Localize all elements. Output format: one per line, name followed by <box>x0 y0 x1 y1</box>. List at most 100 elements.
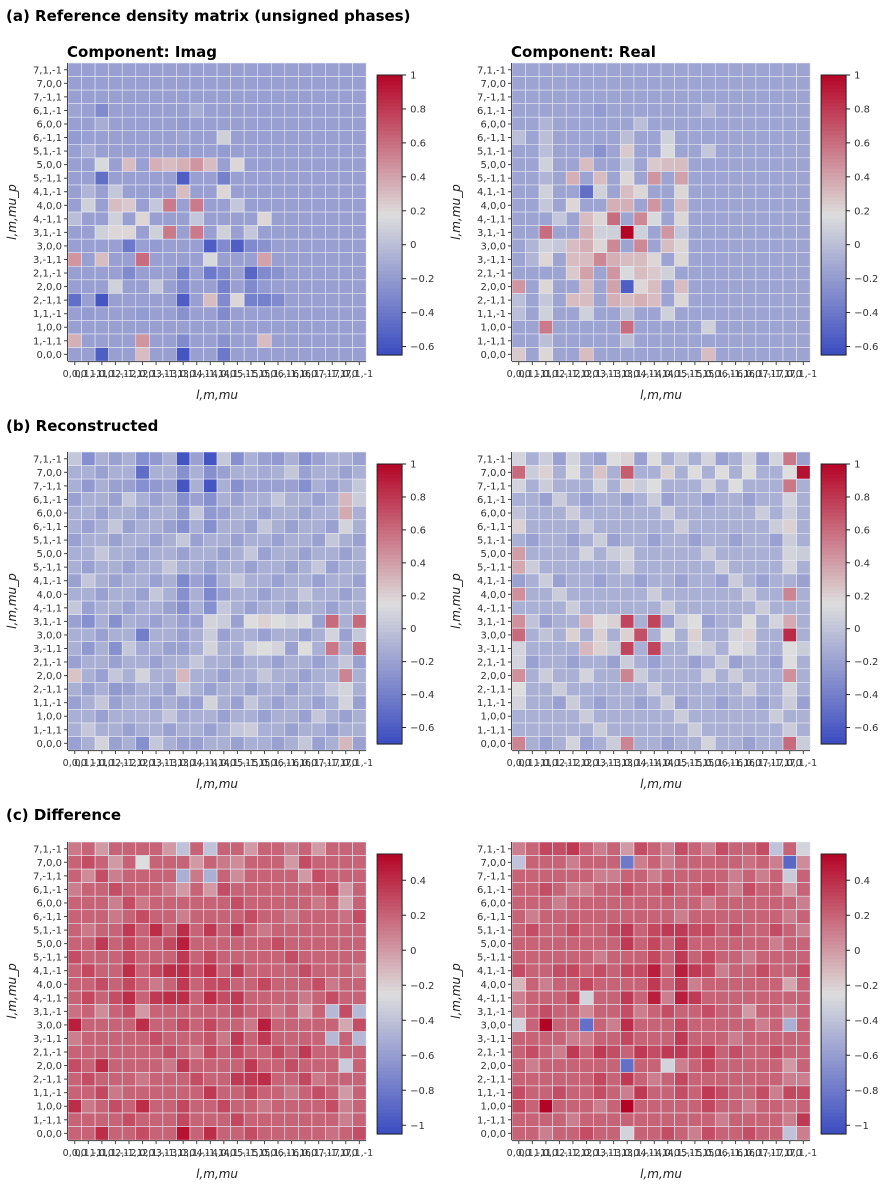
heatmap-cell <box>325 950 340 965</box>
heatmap-cell <box>620 895 635 911</box>
colorbar-segment <box>821 618 847 623</box>
heatmap-cell <box>525 722 540 737</box>
heatmap-cell <box>121 560 137 575</box>
y-tick-label: 6,1,-1 <box>33 106 62 117</box>
colorbar-segment <box>821 1004 847 1009</box>
heatmap-cell <box>311 882 326 897</box>
heatmap-cell <box>538 1031 553 1046</box>
heatmap-cell <box>270 600 286 615</box>
heatmap-cell <box>552 1112 567 1127</box>
heatmap-cell <box>176 171 191 186</box>
heatmap-cell <box>782 1085 797 1100</box>
colorbar-segment <box>821 551 847 556</box>
colorbar-segment <box>377 236 403 241</box>
heatmap-cell <box>592 977 608 992</box>
colorbar-segment <box>821 1043 847 1048</box>
heatmap-cell <box>203 1112 218 1127</box>
heatmap-cell <box>769 198 784 213</box>
colorbar-segment <box>821 857 847 862</box>
heatmap-cell <box>338 1031 353 1046</box>
heatmap-cell <box>162 654 177 670</box>
colorbar-segment <box>377 302 403 307</box>
colorbar-segment <box>821 917 847 922</box>
colorbar-segment <box>821 1039 847 1044</box>
heatmap-cell <box>243 855 259 870</box>
heatmap-cell <box>94 465 109 480</box>
heatmap-cell <box>81 265 96 281</box>
heatmap-cell <box>782 320 797 335</box>
heatmap-cell <box>769 225 784 240</box>
heatmap-cell <box>782 895 797 911</box>
heatmap-cell <box>592 89 608 104</box>
y-tick-label: 7,1,-1 <box>477 454 506 465</box>
heatmap-cell <box>149 184 164 199</box>
heatmap-cell <box>311 855 326 870</box>
colorbar-segment <box>821 488 847 493</box>
heatmap-cell <box>538 641 553 656</box>
colorbar-segment <box>821 85 847 90</box>
heatmap-cell <box>687 1004 703 1019</box>
colorbar-segment <box>377 558 403 563</box>
heatmap-cell <box>620 909 635 924</box>
x-axis-label: l,m,mu <box>196 777 238 791</box>
heatmap-cell <box>796 198 811 213</box>
heatmap-cell <box>755 627 770 643</box>
x-tick-label: 0,0,0 <box>507 369 531 380</box>
heatmap-cell <box>633 505 648 521</box>
heatmap-cell <box>552 225 567 240</box>
heatmap-cell <box>796 306 811 321</box>
colorbar-tick-label: −1 <box>410 1121 425 1132</box>
heatmap-cell <box>176 895 191 911</box>
heatmap-cell <box>284 1044 299 1060</box>
heatmap-cell <box>728 1017 743 1033</box>
heatmap-cell <box>525 225 540 240</box>
heatmap-cell <box>135 451 150 466</box>
heatmap-cell <box>606 1085 621 1100</box>
heatmap-cell <box>701 306 716 321</box>
heatmap-cell <box>230 225 245 240</box>
colorbar-segment <box>377 572 403 577</box>
heatmap-cell <box>81 76 96 91</box>
heatmap-cell <box>620 465 635 480</box>
heatmap-cell <box>176 492 191 507</box>
heatmap-cell <box>216 977 231 992</box>
heatmap-cell <box>606 1099 621 1114</box>
heatmap-cell <box>552 1099 567 1114</box>
heatmap-cell <box>525 184 540 199</box>
heatmap-cell <box>284 560 299 575</box>
heatmap-cell <box>742 990 757 1005</box>
heatmap-cell <box>674 895 689 911</box>
heatmap-cell <box>660 333 675 348</box>
heatmap-cell <box>81 306 96 321</box>
heatmap-cell <box>81 546 96 561</box>
heatmap-cell <box>216 546 231 561</box>
heatmap-cell <box>108 532 123 548</box>
heatmap-cell <box>565 546 581 561</box>
heatmap-cell <box>592 1099 608 1114</box>
heatmap-cell <box>270 89 286 104</box>
heatmap-cell <box>189 1112 204 1127</box>
heatmap-cell <box>565 950 581 965</box>
heatmap-cell <box>135 1072 150 1087</box>
heatmap-cell <box>81 1031 96 1046</box>
heatmap-cell <box>579 654 594 670</box>
heatmap-cell <box>674 293 689 308</box>
heatmap-cell <box>121 909 137 924</box>
heatmap-cell <box>592 963 608 978</box>
heatmap-cell <box>176 1112 191 1127</box>
colorbar-segment <box>377 934 403 939</box>
heatmap-cell <box>121 279 137 294</box>
heatmap-cell <box>742 279 757 294</box>
colorbar-tick-label: 0.4 <box>854 876 870 887</box>
colorbar-segment <box>821 288 847 293</box>
heatmap-cell <box>728 478 743 494</box>
heatmap-cell <box>538 909 553 924</box>
heatmap-cell <box>538 333 553 348</box>
colorbar-segment <box>821 1120 847 1125</box>
heatmap-cell <box>552 895 567 911</box>
heatmap-cell <box>552 868 567 883</box>
heatmap-cell <box>592 573 608 588</box>
y-tick-label: 6,-1,1 <box>33 133 62 144</box>
heatmap-cell <box>284 882 299 897</box>
heatmap-cell <box>311 909 326 924</box>
